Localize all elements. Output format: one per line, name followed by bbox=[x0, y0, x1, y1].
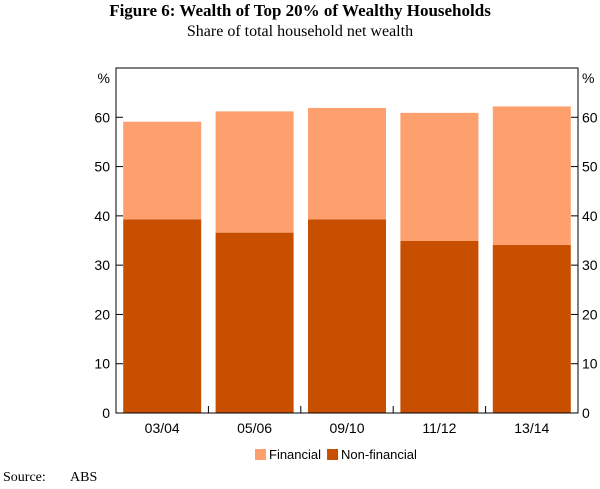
bar-layer bbox=[123, 106, 571, 413]
plot-border bbox=[115, 67, 579, 414]
legend: Financial Non-financial bbox=[255, 447, 417, 462]
bar-financial-3 bbox=[400, 112, 479, 241]
y-tick-label-left-4: 40 bbox=[94, 208, 110, 224]
y-tick-label-left-3: 30 bbox=[94, 257, 110, 273]
legend-label-financial: Financial bbox=[269, 447, 321, 462]
bar-financial-0 bbox=[123, 121, 202, 220]
x-tick-label-1: 05/06 bbox=[237, 420, 272, 436]
y-tick-label-right-2: 20 bbox=[582, 306, 598, 322]
bar-financial-1 bbox=[215, 111, 294, 233]
source-note: Source: ABS bbox=[3, 470, 97, 486]
y-tick-label-left-5: 50 bbox=[94, 159, 110, 175]
source-label: Source: bbox=[3, 470, 46, 485]
x-tick-label-2: 09/10 bbox=[329, 420, 364, 436]
y-tick-label-right-6: 60 bbox=[582, 109, 598, 125]
y-tick-label-right-5: 50 bbox=[582, 159, 598, 175]
y-tick-label-left-2: 20 bbox=[94, 306, 110, 322]
y-unit-left: % bbox=[98, 70, 110, 86]
bar-non-financial-0 bbox=[123, 219, 202, 413]
y-tick-label-left-1: 10 bbox=[94, 356, 110, 372]
x-tick-label-3: 11/12 bbox=[422, 420, 456, 436]
x-tick-label-4: 13/14 bbox=[514, 420, 549, 436]
y-tick-label-left-0: 0 bbox=[102, 405, 110, 421]
bar-non-financial-1 bbox=[215, 232, 294, 413]
label-layer: 03/04 05/06 09/10 11/12 13/14 0 0 10 10 20 20 30 30 4… bbox=[94, 70, 597, 436]
source-value: ABS bbox=[70, 470, 98, 485]
bar-financial-4 bbox=[492, 106, 571, 245]
chart-title: Figure 6: Wealth of Top 20% of Wealthy H… bbox=[109, 1, 491, 20]
tick-layer bbox=[116, 116, 578, 413]
x-tick-label-0: 03/04 bbox=[145, 420, 180, 436]
y-tick-label-left-6: 60 bbox=[94, 109, 110, 125]
y-tick-label-right-4: 40 bbox=[582, 208, 598, 224]
bar-financial-2 bbox=[308, 107, 386, 220]
y-tick-label-right-3: 30 bbox=[582, 257, 598, 273]
y-unit-right: % bbox=[582, 70, 594, 86]
legend-swatch-non-financial bbox=[327, 449, 339, 460]
legend-swatch-financial bbox=[255, 449, 266, 460]
y-tick-label-right-0: 0 bbox=[582, 405, 590, 421]
chart-subtitle: Share of total household net wealth bbox=[186, 23, 414, 40]
y-tick-label-right-1: 10 bbox=[582, 356, 598, 372]
bar-non-financial-3 bbox=[400, 240, 479, 413]
bar-non-financial-4 bbox=[492, 244, 571, 413]
plot-frame bbox=[115, 67, 579, 414]
bar-non-financial-2 bbox=[308, 219, 386, 413]
legend-label-non-financial: Non-financial bbox=[341, 447, 417, 462]
